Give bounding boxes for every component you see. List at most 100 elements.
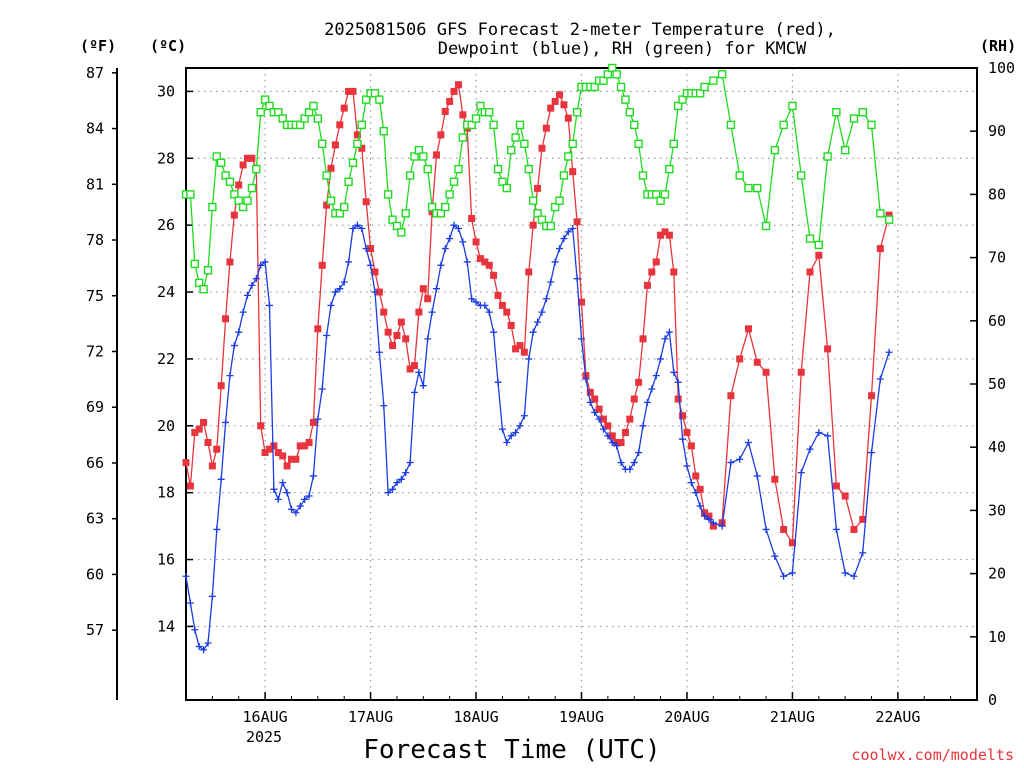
dewpoint-point (503, 439, 511, 447)
rh-point (515, 120, 525, 130)
dewpoint-point (679, 435, 687, 443)
fahrenheit-tick-label: 72 (86, 342, 104, 360)
temperature-point (380, 308, 388, 316)
rh-tick-label: 10 (988, 628, 1006, 646)
dewpoint-point (327, 301, 335, 309)
rh-point (370, 89, 380, 98)
dewpoint-point (235, 328, 243, 336)
dewpoint-point (349, 225, 357, 233)
dewpoint-point (424, 335, 432, 343)
dewpoint-point (591, 408, 599, 416)
dewpoint-point (402, 469, 410, 477)
rh-point (458, 133, 468, 142)
temperature-point (222, 315, 230, 323)
rh-point (194, 278, 204, 288)
rh-point (357, 120, 366, 130)
temperature-point (630, 395, 638, 403)
temperature-point (261, 449, 269, 457)
rh-point (533, 209, 542, 218)
temperature-point (454, 81, 462, 89)
dewpoint-point (367, 261, 375, 269)
dewpoint-point (674, 378, 682, 386)
dewpoint-point (283, 489, 291, 497)
rh-point (524, 164, 533, 174)
temperature-point (406, 365, 414, 373)
dewpoint-point (534, 318, 542, 326)
fahrenheit-unit-label: (ºF) (80, 37, 116, 55)
rh-point (419, 152, 428, 161)
grid (186, 68, 977, 700)
x-tick-label: 18AUG (453, 708, 498, 726)
rh-point (344, 177, 353, 186)
dewpoint-point (512, 428, 520, 436)
celsius-tick-label: 28 (157, 149, 175, 167)
rh-point (753, 183, 762, 193)
temperature-point (586, 388, 594, 396)
rh-point (300, 114, 309, 123)
series-line (185, 224, 890, 651)
dewpoint-point (771, 552, 779, 560)
dewpoint-point (213, 525, 221, 533)
rh-point (678, 95, 687, 104)
temperature-point (217, 382, 225, 390)
temperature-point (336, 121, 344, 129)
fahrenheit-tick-label: 60 (86, 565, 104, 583)
dewpoint-point (705, 515, 713, 523)
temperature-point (832, 482, 840, 490)
dewpoint-point (182, 572, 190, 580)
dewpoint-point (780, 572, 788, 580)
temperature-point (850, 525, 858, 533)
celsius-tick-label: 30 (157, 82, 175, 100)
fahrenheit-tick-label: 75 (86, 287, 104, 305)
series-2 (181, 63, 894, 294)
rh-point (814, 240, 823, 250)
temperature-point (643, 281, 651, 289)
rh-point (660, 190, 670, 199)
dewpoint-point (353, 221, 361, 229)
rh-point (761, 221, 771, 231)
dewpoint-point (265, 301, 273, 309)
rh-point (353, 139, 362, 149)
dewpoint-point (362, 245, 370, 253)
rh-point (212, 152, 221, 161)
temperature-point (248, 154, 256, 162)
celsius-tick-label: 14 (157, 617, 175, 635)
temperature-point (868, 392, 876, 400)
x-axis-title: Forecast Time (UTC) (363, 735, 660, 765)
temperature-point (621, 428, 629, 436)
rh-point (485, 108, 494, 117)
fahrenheit-tick-label: 87 (86, 64, 104, 82)
rh-point (265, 101, 274, 111)
rh-point (537, 215, 547, 224)
rh-point (603, 70, 613, 79)
dewpoint-point (494, 378, 502, 386)
fahrenheit-tick-label: 69 (86, 398, 104, 416)
rh-point (621, 95, 630, 104)
dewpoint-point (520, 412, 528, 420)
temperature-point (213, 445, 221, 453)
dewpoint-point (815, 428, 823, 436)
dewpoint-point (375, 348, 383, 356)
temperature-point (305, 439, 313, 447)
rh-point (665, 164, 674, 174)
dewpoint-point (287, 505, 295, 513)
dewpoint-point (564, 228, 572, 236)
temperature-point (274, 449, 282, 457)
dewpoint-point (384, 489, 392, 497)
dewpoint-point (696, 502, 704, 510)
dewpoint-point (217, 475, 225, 483)
temperature-point (556, 91, 564, 99)
celsius-tick-label: 22 (157, 350, 175, 368)
dewpoint-point (432, 285, 440, 293)
dewpoint-point (635, 449, 643, 457)
rh-tick-label: 0 (988, 691, 997, 709)
rh-point (256, 108, 265, 117)
rh-point (445, 190, 454, 199)
rh-point (322, 171, 331, 180)
rh-point (186, 190, 195, 199)
temperature-point (503, 308, 511, 316)
dewpoint-point (191, 626, 199, 634)
rh-point (361, 95, 371, 104)
dewpoint-point (459, 238, 467, 246)
temperature-point (419, 285, 427, 293)
